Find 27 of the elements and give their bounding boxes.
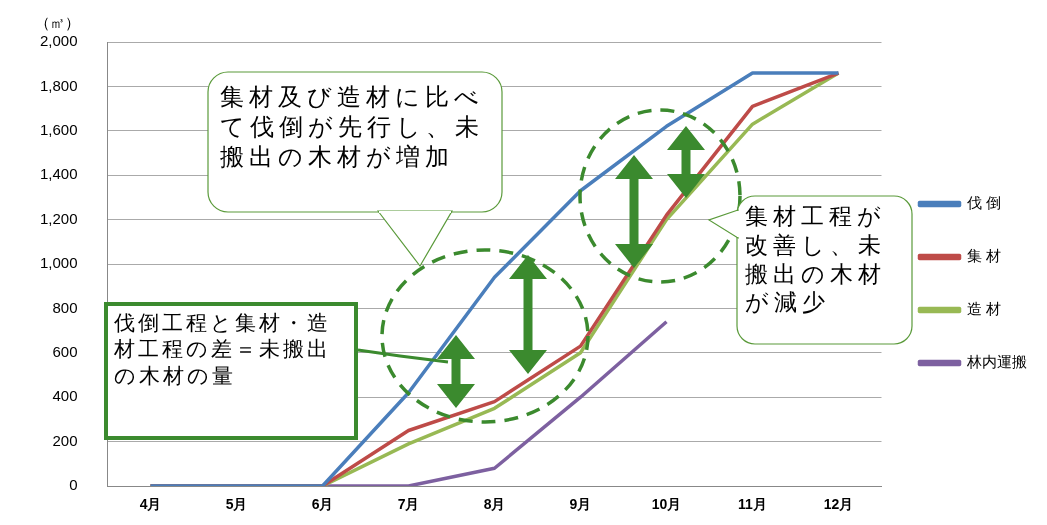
y-tick-label: 1,200 <box>39 209 78 227</box>
y-tick-label: 200 <box>52 431 78 449</box>
y-tick-label: 0 <box>69 476 78 494</box>
x-tick-label: 9月 <box>569 496 592 513</box>
x-tick-label: 10月 <box>651 496 682 513</box>
y-tick-label: 1,000 <box>39 254 78 272</box>
x-tick-label: 12月 <box>823 496 854 513</box>
x-tick-label: 4月 <box>139 496 162 513</box>
x-tick-label: 5月 <box>225 496 248 513</box>
legend-label: 伐 倒 <box>967 194 1002 212</box>
legend-label: 造 材 <box>967 300 1002 318</box>
legend-label: 集 材 <box>967 247 1002 265</box>
x-tick-label: 6月 <box>311 496 334 513</box>
y-tick-label: 1,800 <box>39 76 78 94</box>
y-tick-label: 600 <box>52 342 78 360</box>
annotation: 集材及び造材に比べて伐倒が先行し、未搬出の木材が増加 <box>208 72 502 212</box>
y-tick-label: 400 <box>52 387 78 405</box>
legend-label: 林内運搬 <box>966 353 1027 371</box>
x-tick-label: 11月 <box>738 496 767 513</box>
y-tick-label: 800 <box>52 298 78 316</box>
y-axis-title: （㎥） <box>35 14 81 33</box>
x-tick-label: 7月 <box>397 496 420 513</box>
y-tick-label: 2,000 <box>39 32 78 50</box>
y-tick-label: 1,600 <box>39 120 78 138</box>
y-tick-label: 1,400 <box>39 165 78 183</box>
annotation: 集材工程が改善し、未搬出の木材が減少 <box>737 196 912 344</box>
x-tick-label: 8月 <box>483 496 506 513</box>
